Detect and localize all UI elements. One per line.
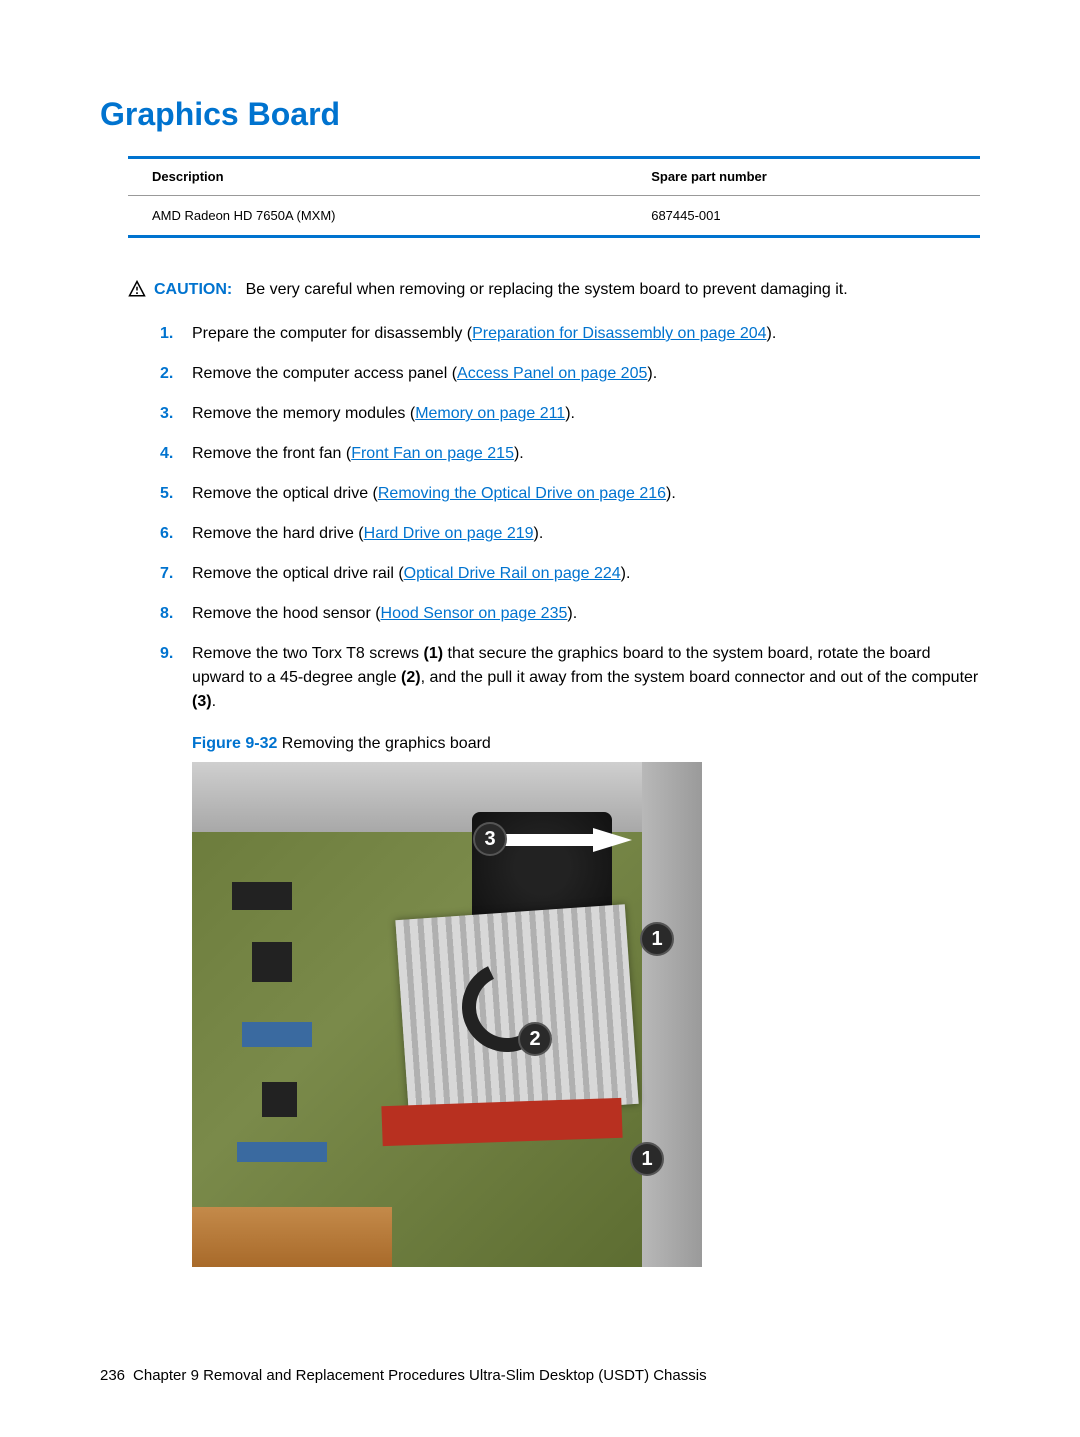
step-3: Remove the memory modules (Memory on pag…: [160, 402, 980, 426]
step-text-post: ).: [514, 445, 524, 462]
step-9: Remove the two Torx T8 screws (1) that s…: [160, 642, 980, 1267]
step-text: Prepare the computer for disassembly (: [192, 325, 472, 342]
step-2: Remove the computer access panel (Access…: [160, 362, 980, 386]
step-6: Remove the hard drive (Hard Drive on pag…: [160, 522, 980, 546]
link-access-panel[interactable]: Access Panel on page 205: [457, 365, 647, 382]
link-optical-drive[interactable]: Removing the Optical Drive on page 216: [378, 485, 666, 502]
figure-image: 3 1 2 1: [192, 762, 702, 1267]
step9-b1: (1): [424, 645, 444, 662]
figure-label: Figure 9-32 Removing the graphics board: [192, 732, 980, 756]
step-text-post: ).: [767, 325, 777, 342]
footer-chapter: Chapter 9 Removal and Replacement Proced…: [133, 1365, 707, 1388]
step-8: Remove the hood sensor (Hood Sensor on p…: [160, 602, 980, 626]
step-text: Remove the optical drive rail (: [192, 565, 404, 582]
link-memory[interactable]: Memory on page 211: [415, 405, 565, 422]
caution-icon: [128, 280, 146, 298]
caution-block: CAUTION: Be very careful when removing o…: [128, 278, 980, 302]
step9-t1: Remove the two Torx T8 screws: [192, 645, 424, 662]
step-text-post: ).: [565, 405, 575, 422]
step-text: Remove the front fan (: [192, 445, 351, 462]
step-text-post: ).: [567, 605, 577, 622]
footer-page-number: 236: [100, 1365, 125, 1388]
callout-3: 3: [473, 822, 507, 856]
step-text-post: ).: [647, 365, 657, 382]
step-text: Remove the computer access panel (: [192, 365, 457, 382]
step-text: Remove the hood sensor (: [192, 605, 381, 622]
caution-label: CAUTION:: [154, 281, 232, 298]
caution-body: Be very careful when removing or replaci…: [246, 281, 848, 298]
callout-1-bottom: 1: [630, 1142, 664, 1176]
step-text-post: ).: [534, 525, 544, 542]
link-front-fan[interactable]: Front Fan on page 215: [351, 445, 514, 462]
page-heading: Graphics Board: [100, 90, 980, 138]
step9-t4: .: [212, 693, 216, 710]
steps-list: Prepare the computer for disassembly (Pr…: [160, 322, 980, 1267]
figure-caption: Removing the graphics board: [277, 735, 490, 752]
link-preparation[interactable]: Preparation for Disassembly on page 204: [472, 325, 766, 342]
step-1: Prepare the computer for disassembly (Pr…: [160, 322, 980, 346]
table-cell-spare: 687445-001: [627, 195, 980, 237]
step-text: Remove the memory modules (: [192, 405, 415, 422]
step-5: Remove the optical drive (Removing the O…: [160, 482, 980, 506]
page-footer: 236 Chapter 9 Removal and Replacement Pr…: [100, 1365, 980, 1388]
table-row: AMD Radeon HD 7650A (MXM) 687445-001: [128, 195, 980, 237]
caution-text: [237, 281, 246, 298]
step-text-post: ).: [621, 565, 631, 582]
table-header-description: Description: [128, 158, 627, 196]
callout-1-top: 1: [640, 922, 674, 956]
step-text: Remove the hard drive (: [192, 525, 364, 542]
table-cell-description: AMD Radeon HD 7650A (MXM): [128, 195, 627, 237]
step-text-post: ).: [666, 485, 676, 502]
step9-t3: , and the pull it away from the system b…: [421, 669, 979, 686]
step-4: Remove the front fan (Front Fan on page …: [160, 442, 980, 466]
step9-b2: (2): [401, 669, 421, 686]
link-optical-rail[interactable]: Optical Drive Rail on page 224: [404, 565, 621, 582]
step-7: Remove the optical drive rail (Optical D…: [160, 562, 980, 586]
figure-number: Figure 9-32: [192, 735, 277, 752]
step-text: Remove the optical drive (: [192, 485, 378, 502]
step9-b3: (3): [192, 693, 212, 710]
callout-2: 2: [518, 1022, 552, 1056]
table-header-spare: Spare part number: [627, 158, 980, 196]
link-hood-sensor[interactable]: Hood Sensor on page 235: [381, 605, 568, 622]
link-hard-drive[interactable]: Hard Drive on page 219: [364, 525, 534, 542]
parts-table: Description Spare part number AMD Radeon…: [128, 156, 980, 238]
